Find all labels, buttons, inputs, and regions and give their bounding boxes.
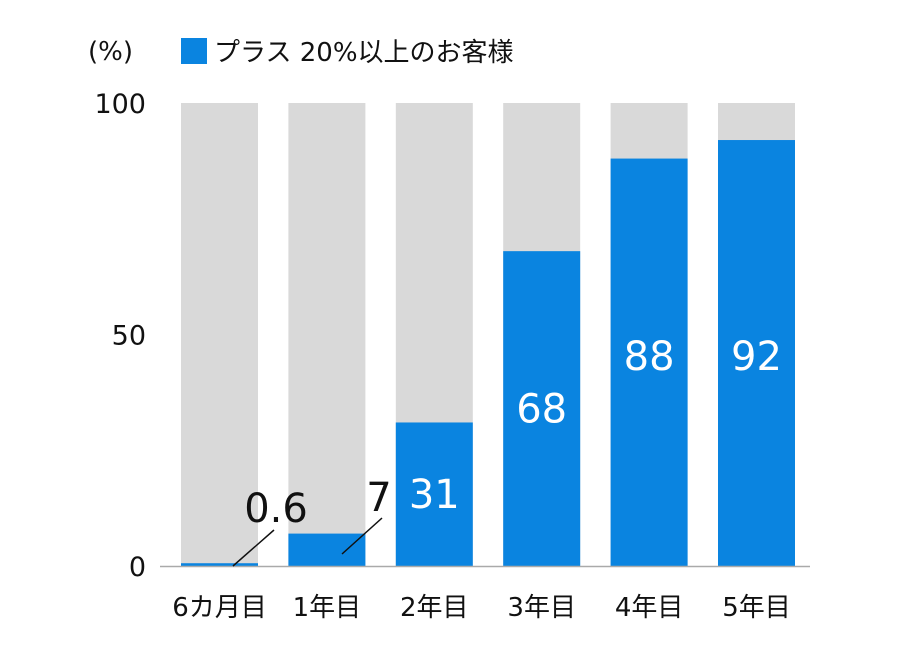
y-tick-label: 0 <box>129 552 146 583</box>
x-tick-label: 2年目 <box>400 593 469 623</box>
bar <box>395 422 473 566</box>
x-tick-label: 4年目 <box>615 593 684 623</box>
bar-remainder <box>181 103 258 566</box>
y-tick-label: 50 <box>112 321 146 352</box>
x-tick-label: 6カ月目 <box>172 593 267 623</box>
leader-line <box>341 517 383 555</box>
bar-remainder <box>288 103 366 566</box>
x-tick-label: 5年目 <box>722 593 791 623</box>
leader-line <box>232 529 275 567</box>
bar <box>503 251 581 566</box>
legend-swatch <box>181 38 207 64</box>
bar <box>718 140 795 567</box>
y-tick-label: 100 <box>94 89 146 120</box>
data-label: 88 <box>624 334 675 380</box>
data-label: 7 <box>366 475 391 521</box>
unit-label: (%) <box>88 37 133 67</box>
data-label: 92 <box>731 334 782 380</box>
legend-label: プラス 20%以上のお客様 <box>214 38 514 68</box>
x-tick-label: 1年目 <box>293 593 362 623</box>
x-tick-label: 3年目 <box>507 593 576 623</box>
data-label: 31 <box>409 472 460 518</box>
bar <box>288 533 366 566</box>
data-label: 68 <box>516 387 567 433</box>
bar <box>610 158 688 566</box>
bar <box>181 563 258 566</box>
data-label: 0.6 <box>244 486 308 532</box>
